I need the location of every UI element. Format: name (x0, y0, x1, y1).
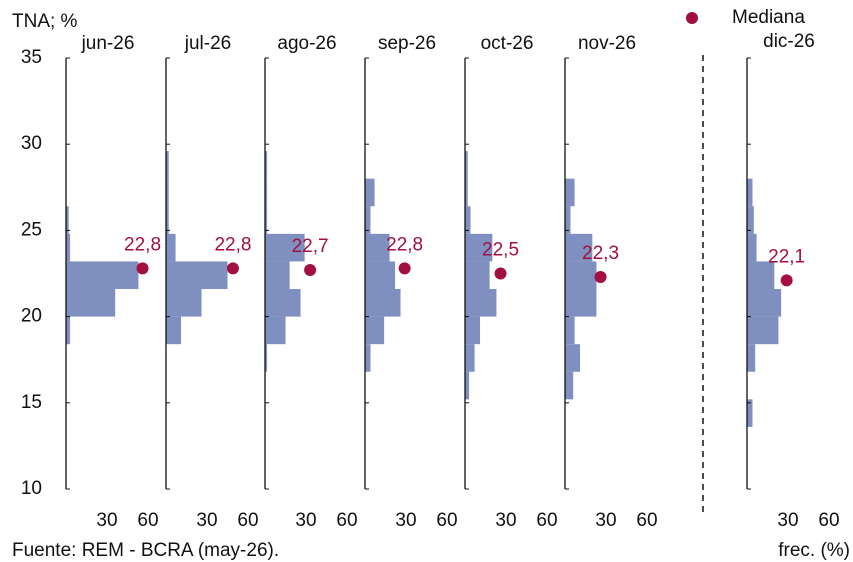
x-tick-label: 30 (395, 510, 416, 531)
x-tick-label: 60 (137, 510, 158, 531)
bar (166, 151, 169, 179)
bar (265, 233, 305, 262)
bar (747, 316, 779, 345)
y-tick-label: 20 (21, 306, 42, 327)
panel-title: sep-26 (378, 33, 436, 54)
bar (166, 316, 182, 345)
bar (465, 206, 471, 234)
median-marker (780, 274, 793, 287)
median-label: 22,8 (124, 234, 161, 255)
y-axis-label: TNA; % (12, 11, 78, 32)
bar (365, 289, 401, 317)
x-tick-label: 30 (196, 510, 217, 531)
bar (66, 289, 116, 317)
bar (66, 206, 69, 234)
bar (465, 316, 481, 345)
bar (265, 261, 290, 290)
bar (465, 289, 497, 317)
bar (747, 399, 753, 427)
bar (465, 233, 493, 262)
x-tick-label: 60 (636, 510, 657, 531)
bar (365, 233, 390, 262)
bar (565, 261, 597, 290)
bar (565, 289, 597, 317)
bar (365, 261, 396, 290)
bar (265, 178, 268, 207)
panel-title: jul-26 (184, 33, 231, 54)
median-marker (304, 264, 317, 277)
median-marker (226, 262, 239, 275)
bar (465, 178, 468, 207)
bar (565, 371, 574, 400)
bar (365, 206, 371, 234)
legend-label: Mediana (732, 7, 805, 28)
y-tick-label: 15 (21, 392, 42, 413)
median-label: 22,5 (482, 240, 519, 261)
x-axis-label: frec. (%) (778, 540, 850, 561)
x-tick-label: 60 (237, 510, 258, 531)
panel-title: ago-26 (277, 33, 336, 54)
x-tick-label: 60 (436, 510, 457, 531)
x-tick-label: 30 (595, 510, 616, 531)
bar (747, 178, 753, 207)
x-tick-label: 30 (295, 510, 316, 531)
bar (565, 206, 571, 234)
panel-title: oct-26 (481, 33, 534, 54)
bar (747, 206, 754, 234)
bar (66, 233, 71, 262)
median-label: 22,3 (582, 243, 619, 264)
bar (365, 178, 375, 207)
bar (465, 261, 490, 290)
x-tick-label: 30 (96, 510, 117, 531)
x-tick-label: 30 (495, 510, 516, 531)
x-tick-label: 60 (536, 510, 557, 531)
bar (166, 261, 228, 290)
bar (66, 316, 71, 345)
bar (166, 289, 202, 317)
median-label: 22,8 (386, 234, 423, 255)
bar (565, 316, 575, 345)
bar (265, 206, 268, 234)
median-label: 22,7 (292, 236, 329, 257)
y-tick-label: 10 (21, 478, 42, 499)
bar (265, 289, 301, 317)
x-tick-label: 60 (818, 510, 839, 531)
y-tick-label: 30 (21, 133, 42, 154)
bar (465, 371, 470, 400)
source: Fuente: REM - BCRA (may-26). (12, 540, 279, 561)
y-tick-label: 35 (21, 47, 42, 68)
x-tick-label: 60 (336, 510, 357, 531)
bar (747, 233, 757, 262)
y-tick-label: 25 (21, 219, 42, 240)
bar (365, 316, 385, 345)
bar (747, 261, 775, 290)
panel-title: nov-26 (578, 33, 636, 54)
median-marker (398, 262, 411, 275)
bar (565, 178, 575, 207)
bar (265, 316, 286, 345)
bar (747, 344, 756, 372)
median-marker (594, 270, 607, 283)
bar (565, 233, 593, 262)
bar (465, 151, 468, 179)
bar (365, 344, 371, 372)
bar (66, 261, 139, 290)
bar (166, 206, 169, 234)
median-marker (494, 267, 507, 280)
panel-title: dic-26 (763, 31, 815, 52)
bar (166, 178, 169, 207)
x-tick-label: 30 (777, 510, 798, 531)
panel-title: jun-26 (81, 33, 135, 54)
bar (565, 344, 581, 372)
bar (166, 233, 176, 262)
median-label: 22,8 (214, 234, 251, 255)
bar (265, 344, 268, 372)
bar (265, 151, 268, 179)
median-label: 22,1 (768, 246, 805, 267)
bar (465, 344, 475, 372)
median-marker (136, 262, 149, 275)
legend-marker (686, 12, 698, 24)
bar (747, 289, 782, 317)
